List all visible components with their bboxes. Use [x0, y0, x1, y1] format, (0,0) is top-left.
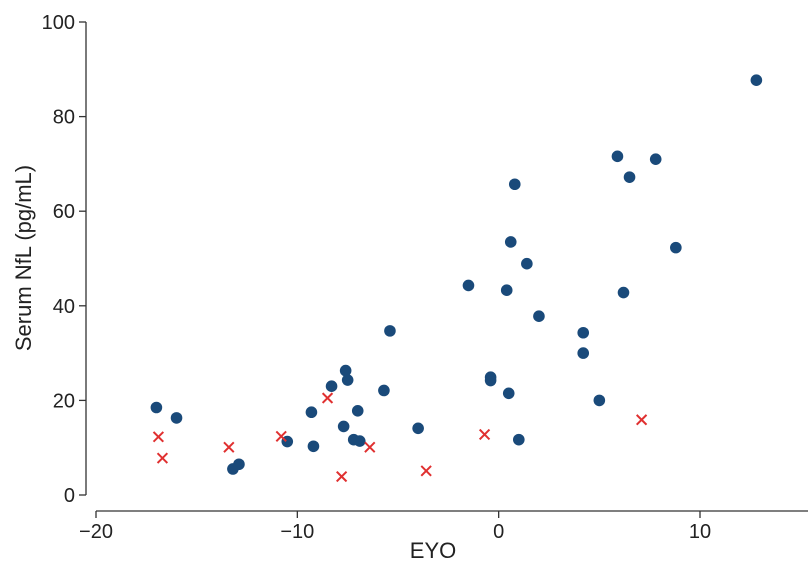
x-axis-label: EYO	[410, 538, 456, 561]
data-point-x	[152, 431, 165, 443]
data-point-circle	[593, 394, 606, 407]
data-point-circle	[384, 325, 396, 337]
data-point-circle	[307, 440, 320, 453]
data-point-circle	[617, 286, 630, 299]
data-point-circle	[325, 380, 338, 393]
y-tick-label: 40	[53, 296, 75, 318]
data-point-x	[156, 452, 169, 464]
y-tick-label: 100	[42, 12, 75, 34]
data-point-circle	[577, 347, 590, 359]
data-point-circle	[508, 178, 521, 191]
data-point-circle	[412, 422, 424, 435]
data-point-circle	[353, 435, 366, 447]
y-tick-label: 20	[53, 390, 75, 412]
data-point-circle	[462, 279, 475, 292]
data-marks	[150, 74, 763, 483]
data-point-circle	[502, 387, 515, 400]
data-point-circle	[750, 74, 763, 86]
x-tick-label: 10	[689, 521, 711, 543]
data-point-circle	[305, 406, 318, 419]
data-point-circle	[504, 236, 517, 248]
data-point-x	[223, 441, 235, 453]
y-tick-label: 60	[53, 201, 75, 223]
data-point-circle	[623, 171, 636, 183]
data-point-x	[420, 465, 432, 477]
axes: 0 20 40 60 80 100 −20 −10 0 10	[42, 12, 808, 543]
data-point-circle	[513, 433, 525, 446]
y-tick-label: 0	[64, 485, 75, 507]
data-point-circle	[341, 374, 354, 386]
data-point-circle	[649, 153, 662, 165]
data-point-circle	[500, 284, 513, 296]
data-point-x	[635, 414, 648, 426]
data-point-x	[364, 441, 376, 453]
x-tick-label: −10	[280, 521, 314, 543]
data-point-circle	[521, 257, 533, 270]
data-point-circle	[233, 458, 245, 471]
data-point-circle	[351, 405, 364, 417]
data-point-x	[336, 470, 348, 483]
data-point-circle	[611, 150, 624, 163]
data-point-circle	[150, 401, 163, 414]
data-point-circle	[337, 420, 350, 433]
x-tick-label: 0	[493, 521, 504, 543]
data-point-x	[478, 428, 491, 441]
y-tick-label: 80	[53, 107, 75, 129]
y-axis-label: Serum NfL (pg/mL)	[11, 165, 36, 351]
data-point-circle	[170, 412, 183, 424]
x-tick-label: −20	[79, 521, 113, 543]
data-point-circle	[577, 326, 590, 339]
data-point-circle	[533, 310, 545, 323]
data-point-circle	[484, 374, 497, 387]
data-point-x	[321, 392, 334, 404]
data-point-x	[275, 430, 287, 442]
data-point-circle	[670, 241, 682, 254]
data-point-circle	[339, 364, 352, 377]
data-point-circle	[378, 384, 390, 397]
